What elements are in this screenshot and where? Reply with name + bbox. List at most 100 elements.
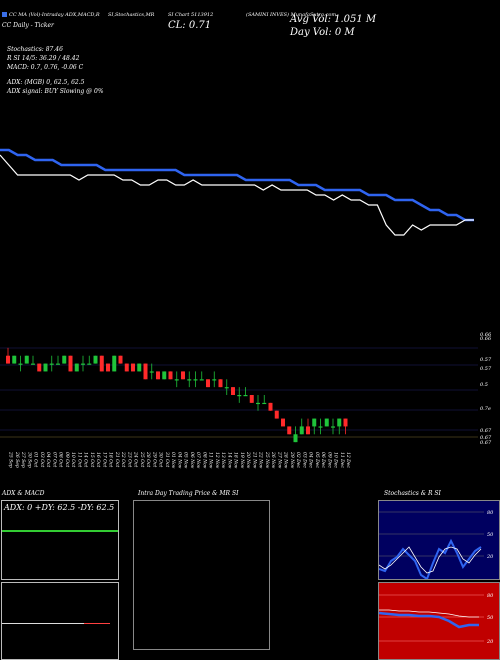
date-tick-label: 10 Oct xyxy=(70,452,76,467)
date-tick-label: 28 Oct xyxy=(145,451,151,467)
candle-body xyxy=(31,363,35,365)
date-tick-label: 07 Nov xyxy=(195,452,201,469)
price-tick-label: 0.7e xyxy=(480,406,491,412)
date-tick-label: 04 Nov xyxy=(176,452,182,469)
candle-body xyxy=(174,379,179,381)
indicator-header: SI,Stochastics,MR xyxy=(108,12,155,18)
chart-legend: CC MA (Vol)-Intraday ADX,MACD,R xyxy=(2,12,100,18)
date-tick-label: 02 Dec xyxy=(295,452,301,468)
date-tick-label: 28 Nov xyxy=(283,451,289,469)
candle-body xyxy=(49,363,54,365)
date-tick-label: 23 Oct xyxy=(126,451,132,467)
candle-body xyxy=(281,418,285,427)
candle-body xyxy=(312,418,317,427)
candle-body xyxy=(187,379,192,381)
date-tick-label: 11 Nov xyxy=(208,452,214,469)
candle-body xyxy=(68,355,73,372)
price-tick-label: 0.67 xyxy=(480,428,492,434)
candle-body xyxy=(237,395,242,397)
candle-body xyxy=(218,379,223,388)
date-tick-label: 11 Dec xyxy=(339,452,345,468)
candle-body xyxy=(306,426,310,435)
stochastics-readout: Stochastics: 87.46 xyxy=(7,46,63,53)
date-tick-label: 05 Nov xyxy=(183,452,189,469)
date-tick-label: 05 Dec xyxy=(314,452,320,468)
candle-body xyxy=(299,426,304,435)
macd-panel xyxy=(1,582,119,660)
date-tick-label: 31 Oct xyxy=(164,452,170,467)
adx-readout: ADX: (MGB) 0, 62.5, 62.5 xyxy=(7,79,85,86)
macd-signal-line xyxy=(84,623,110,624)
date-tick-label: 03 Oct xyxy=(39,452,45,467)
stoch-k-line xyxy=(379,538,482,579)
rsi-readout: R SI 14/5: 36.29 / 48.42 xyxy=(7,55,80,62)
stoch-tick-20: 20 xyxy=(486,554,494,560)
candle-body xyxy=(12,355,17,364)
rsi-tick-20: 20 xyxy=(486,639,494,645)
candle-body xyxy=(62,355,67,364)
candle-body xyxy=(131,363,135,372)
date-tick-label: 07 Oct xyxy=(51,452,57,467)
rsi-signal-line xyxy=(379,609,479,618)
date-tick-label: 30 Oct xyxy=(158,452,164,467)
candle-body xyxy=(287,426,292,435)
legend-description: (Vol)-Intraday ADX,MACD,R xyxy=(28,12,100,18)
rsi-plot: 80 50 20 xyxy=(379,583,499,659)
candle-body xyxy=(206,379,210,388)
date-tick-label: 21 Nov xyxy=(251,451,257,469)
candle-body xyxy=(293,434,298,443)
macd-line xyxy=(2,623,84,624)
candle-body xyxy=(74,363,79,372)
date-tick-label: 26 Sep xyxy=(14,451,20,468)
date-tick-label: 06 Nov xyxy=(189,452,195,469)
candle-body xyxy=(268,402,273,411)
date-tick-label: 25 Sep xyxy=(8,451,14,468)
adx-values: ADX: 0 +DY: 62.5 -DY: 62.5 xyxy=(4,503,115,512)
candle-body xyxy=(81,363,85,365)
price-tick-label: 0.66 xyxy=(480,336,492,342)
rsi-tick-80: 80 xyxy=(487,593,494,599)
rsi-tick-50: 50 xyxy=(487,615,494,621)
date-tick-label: 14 Nov xyxy=(226,452,232,469)
date-tick-label: 22 Nov xyxy=(258,451,264,469)
candle-body xyxy=(274,410,279,419)
candle-body xyxy=(262,402,267,405)
candle-body xyxy=(199,379,204,381)
candle-body xyxy=(6,355,10,364)
date-tick-label: 09 Oct xyxy=(64,452,70,467)
adx-signal-readout: ADX signal: BUY Slowing @ 0% xyxy=(7,88,104,95)
date-tick-label: 21 Oct xyxy=(114,451,120,467)
date-tick-label: 17 Oct xyxy=(101,452,107,467)
date-tick-label: 06 Dec xyxy=(320,452,326,468)
ma-line-blue xyxy=(0,148,474,222)
adx-green-line xyxy=(2,530,118,532)
candle-body xyxy=(318,426,323,428)
date-tick-label: 13 Nov xyxy=(220,452,226,469)
stochastics-background xyxy=(379,501,499,579)
rsi-line xyxy=(379,611,479,629)
candle-body xyxy=(43,363,48,372)
date-tick-label: 18 Nov xyxy=(233,452,239,469)
chart-subtitle: CC Daily - Ticker xyxy=(2,22,54,29)
date-tick-label: 10 Dec xyxy=(333,452,339,468)
adx-panel: ADX: 0 +DY: 62.5 -DY: 62.5 xyxy=(1,500,119,580)
avg-volume: Avg Vol: 1.051 M xyxy=(290,14,377,25)
date-tick-label: 18 Oct xyxy=(108,452,114,467)
stoch-d-line xyxy=(379,546,482,574)
price-tick-label: 0.67 xyxy=(480,440,492,446)
date-tick-label: 15 Oct xyxy=(89,452,95,467)
stochastics-plot: 80 50 20 xyxy=(379,501,499,579)
candle-body xyxy=(181,371,185,380)
date-tick-label: 12 Dec xyxy=(345,452,351,468)
rsi-panel: 80 50 20 xyxy=(378,582,500,660)
close-price: CL: 0.71 xyxy=(168,20,212,31)
candle-body xyxy=(156,371,160,380)
adx-panel-title: ADX & MACD xyxy=(2,490,45,497)
candle-body xyxy=(143,363,148,380)
date-tick-label: 27 Nov xyxy=(276,451,282,469)
rsi-background xyxy=(379,583,499,659)
date-tick-label: 09 Dec xyxy=(326,452,332,468)
day-volume: Day Vol: 0 M xyxy=(290,27,355,38)
candle-body xyxy=(331,426,335,428)
date-tick-label: 14 Oct xyxy=(83,452,89,467)
